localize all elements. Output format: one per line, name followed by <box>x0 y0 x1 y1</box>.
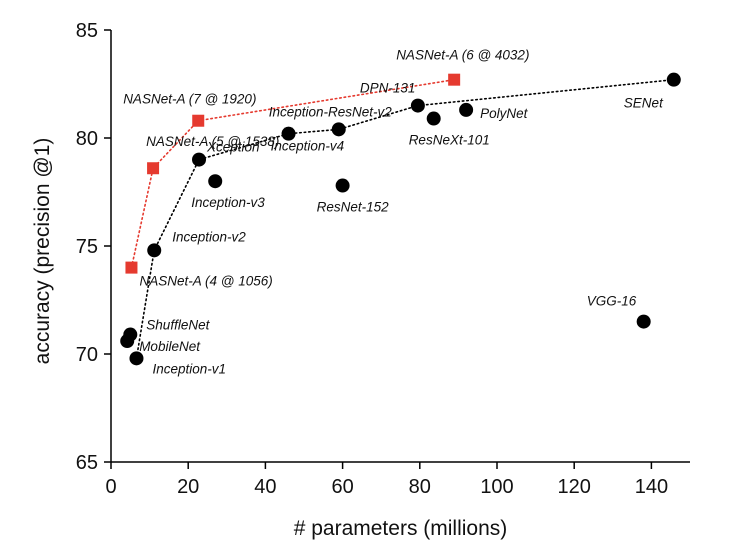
label-shufflenet: ShuffleNet <box>146 318 210 333</box>
label-inception-v4: Inception-v4 <box>271 139 345 154</box>
point-shufflenet <box>123 327 138 342</box>
point-nasnet-a-5-1538 <box>147 162 160 175</box>
point-vgg-16 <box>636 314 651 329</box>
label-nasnet-a-5-1538: NASNet-A (5 @ 1538) <box>146 134 279 149</box>
label-inception-v2: Inception-v2 <box>172 229 246 244</box>
frontier-line-0 <box>135 78 675 360</box>
label-inception-v1: Inception-v1 <box>153 361 227 376</box>
point-senet <box>666 72 681 87</box>
label-xception: Xception <box>206 140 260 155</box>
point-resnet-152 <box>335 178 350 193</box>
label-mobilenet: MobileNet <box>139 339 201 354</box>
y-tick-label: 70 <box>76 344 98 366</box>
label-dpn-131: DPN-131 <box>360 81 416 96</box>
point-inception-v3 <box>208 174 223 189</box>
label-nasnet-a-6-4032: NASNet-A (6 @ 4032) <box>396 48 529 63</box>
x-tick-label: 120 <box>558 476 591 498</box>
frontier-lines <box>130 78 675 360</box>
point-inception-v4 <box>281 126 296 141</box>
y-tick-label: 80 <box>76 128 98 150</box>
label-inception-resnet-v2: Inception-ResNet-v2 <box>269 104 393 119</box>
point-polynet <box>459 102 474 117</box>
label-nasnet-a-4-1056: NASNet-A (4 @ 1056) <box>140 274 273 289</box>
point-inception-resnet-v2 <box>331 122 346 137</box>
y-tick-label: 65 <box>76 452 98 474</box>
label-nasnet-a-7-1920: NASNet-A (7 @ 1920) <box>123 92 256 107</box>
point-nasnet-a-4-1056 <box>125 261 138 274</box>
point-resnext-101 <box>426 111 441 126</box>
frontier-line-1 <box>130 78 456 269</box>
x-tick-label: 20 <box>177 476 199 498</box>
data-points <box>120 72 681 366</box>
axes: 0 20 40 60 80 100 120 140 65 70 75 80 85 <box>76 20 690 498</box>
x-tick-label: 0 <box>105 476 116 498</box>
y-axis-label: accuracy (precision @1) <box>31 138 54 365</box>
x-tick-label: 100 <box>480 476 513 498</box>
point-inception-v2 <box>147 243 162 258</box>
point-xception <box>192 152 207 167</box>
x-tick-label: 140 <box>635 476 668 498</box>
point-dpn-131 <box>410 98 425 113</box>
point-nasnet-a-7-1920 <box>192 114 205 127</box>
y-tick-label: 85 <box>76 20 98 42</box>
point-inception-v1 <box>129 351 144 366</box>
label-vgg-16: VGG-16 <box>587 294 637 309</box>
label-polynet: PolyNet <box>480 106 529 121</box>
point-nasnet-a-6-4032 <box>448 73 461 86</box>
x-tick-label: 40 <box>254 476 276 498</box>
label-resnext-101: ResNeXt-101 <box>409 133 490 148</box>
label-resnet-152: ResNet-152 <box>317 200 390 215</box>
label-inception-v3: Inception-v3 <box>191 195 265 210</box>
x-tick-label: 80 <box>409 476 431 498</box>
x-tick-label: 60 <box>331 476 353 498</box>
y-tick-label: 75 <box>76 236 98 258</box>
x-axis-label: # parameters (millions) <box>294 517 508 540</box>
point-labels: Inception-v1 MobileNet ShuffleNet Inception… <box>123 48 664 377</box>
label-senet: SENet <box>624 96 664 111</box>
